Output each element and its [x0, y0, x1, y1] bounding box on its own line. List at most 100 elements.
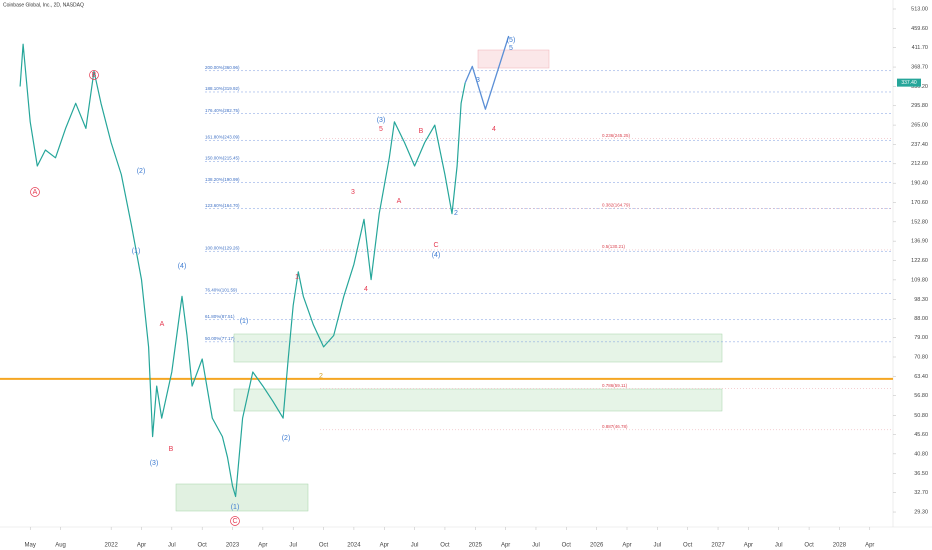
- x-tick-label: Jul: [168, 543, 176, 549]
- x-tick-label: Jul: [654, 543, 662, 549]
- x-tick-label: 2023: [226, 543, 240, 549]
- fib-label: 188.10%(319.92): [205, 86, 240, 91]
- price-line: [19, 43, 466, 498]
- fib-label: 138.20%(190.99): [205, 177, 240, 182]
- projection-line: [464, 35, 510, 110]
- wave-circle: [89, 70, 99, 80]
- x-tick-label: Oct: [562, 543, 572, 549]
- x-tick-label: Oct: [683, 543, 693, 549]
- wave-label: 3: [476, 77, 480, 84]
- wave-label: B: [92, 72, 97, 79]
- y-tick-label: 79.00: [914, 335, 928, 341]
- y-tick-label: 368.70: [911, 65, 928, 71]
- y-tick-label: 36.50: [914, 471, 928, 477]
- x-tick-label: Jul: [532, 543, 540, 549]
- wave-label: C: [232, 518, 237, 525]
- y-tick-label: 40.80: [914, 451, 928, 457]
- retracement-label: 0.786(59.11): [602, 383, 628, 388]
- wave-label: 2: [319, 373, 323, 380]
- fib-label: 100.00%(129.26): [205, 245, 240, 250]
- wave-label: 3: [351, 189, 355, 196]
- wave-label: A: [33, 189, 38, 196]
- wave-label: (2): [282, 435, 291, 442]
- x-tick-label: 2025: [469, 543, 483, 549]
- wave-label: 5: [379, 126, 383, 133]
- x-tick-label: Apr: [622, 543, 631, 549]
- retracement-label: 0.382(164.79): [602, 203, 631, 208]
- y-tick-label: 330.20: [911, 84, 928, 90]
- fib-label: 76.40%(101.59): [205, 288, 238, 293]
- retracement-label: 0.236(245.25): [602, 133, 631, 138]
- x-tick-label: 2024: [347, 543, 361, 549]
- y-tick-label: 237.40: [911, 142, 928, 148]
- fib-label: 200.00%(360.96): [205, 65, 240, 70]
- x-tick-label: Jul: [411, 543, 419, 549]
- wave-label: (1): [231, 504, 240, 511]
- fib-label: 150.00%(215.45): [205, 156, 240, 161]
- wave-label: (3): [377, 117, 386, 124]
- y-tick-label: 152.80: [911, 219, 928, 225]
- x-tick-label: 2027: [711, 543, 725, 549]
- wave-label: A: [397, 198, 402, 205]
- y-tick-label: 170.60: [911, 200, 928, 206]
- y-tick-label: 411.70: [912, 45, 928, 51]
- fib-label: 123.60%(164.70): [205, 203, 240, 208]
- x-tick-label: Apr: [744, 543, 753, 549]
- y-tick-label: 513.00: [911, 6, 928, 12]
- fib-label: 61.80%(87.51): [205, 314, 235, 319]
- wave-label: (1): [132, 248, 141, 255]
- wave-label: (5): [507, 37, 516, 44]
- y-tick-label: 45.60: [914, 432, 928, 438]
- last-price-box: [897, 78, 921, 87]
- wave-label: C: [433, 242, 438, 249]
- zone: [175, 483, 309, 512]
- y-tick-label: 50.80: [914, 413, 928, 419]
- wave-label: 4: [492, 126, 496, 133]
- y-tick-label: 212.60: [911, 161, 928, 167]
- wave-label: 1: [295, 274, 299, 281]
- y-tick-label: 63.40: [914, 374, 928, 380]
- retracement-label: 0.5(130.21): [602, 244, 626, 249]
- y-tick-label: 122.60: [911, 258, 928, 264]
- wave-label: (4): [432, 252, 441, 259]
- wave-label: 4: [364, 286, 368, 293]
- wave-label: (4): [178, 263, 187, 270]
- wave-label: A: [160, 321, 165, 328]
- x-tick-label: Apr: [258, 543, 267, 549]
- x-tick-label: Oct: [319, 543, 329, 549]
- x-tick-label: Apr: [501, 543, 510, 549]
- x-tick-label: Apr: [865, 543, 874, 549]
- wave-label: (1): [240, 318, 249, 325]
- y-tick-label: 265.00: [911, 123, 928, 129]
- x-tick-label: 2026: [590, 543, 604, 549]
- fib-label: 50.00%(77.17): [205, 336, 235, 341]
- zone: [233, 333, 723, 363]
- wave-label: 2: [454, 210, 458, 217]
- chart-title: Coinbase Global, Inc., 2D, NASDAQ: [3, 2, 84, 8]
- wave-label: (2): [137, 168, 146, 175]
- x-tick-label: Aug: [55, 543, 66, 549]
- retracement-label: 0.887(46.78): [602, 424, 628, 429]
- y-tick-label: 98.30: [914, 297, 928, 303]
- x-tick-label: Apr: [380, 543, 389, 549]
- x-tick-label: Oct: [440, 543, 450, 549]
- zone: [233, 388, 723, 412]
- x-tick-label: Jul: [775, 543, 783, 549]
- x-tick-label: Jul: [289, 543, 297, 549]
- x-tick-label: May: [25, 543, 36, 549]
- y-tick-label: 70.80: [914, 354, 928, 360]
- y-tick-label: 109.80: [911, 277, 928, 283]
- target-zone: [477, 49, 550, 69]
- x-tick-label: 2022: [104, 543, 118, 549]
- wave-label: 5: [509, 45, 513, 52]
- wave-circle: [30, 187, 40, 197]
- x-tick-label: Oct: [804, 543, 814, 549]
- x-tick-label: Apr: [137, 543, 146, 549]
- x-tick-label: 2028: [833, 543, 847, 549]
- wave-label: B: [169, 446, 174, 453]
- y-tick-label: 29.30: [914, 509, 928, 515]
- y-tick-label: 190.40: [911, 181, 928, 187]
- wave-label: (3): [150, 460, 159, 467]
- y-tick-label: 32.70: [914, 490, 928, 496]
